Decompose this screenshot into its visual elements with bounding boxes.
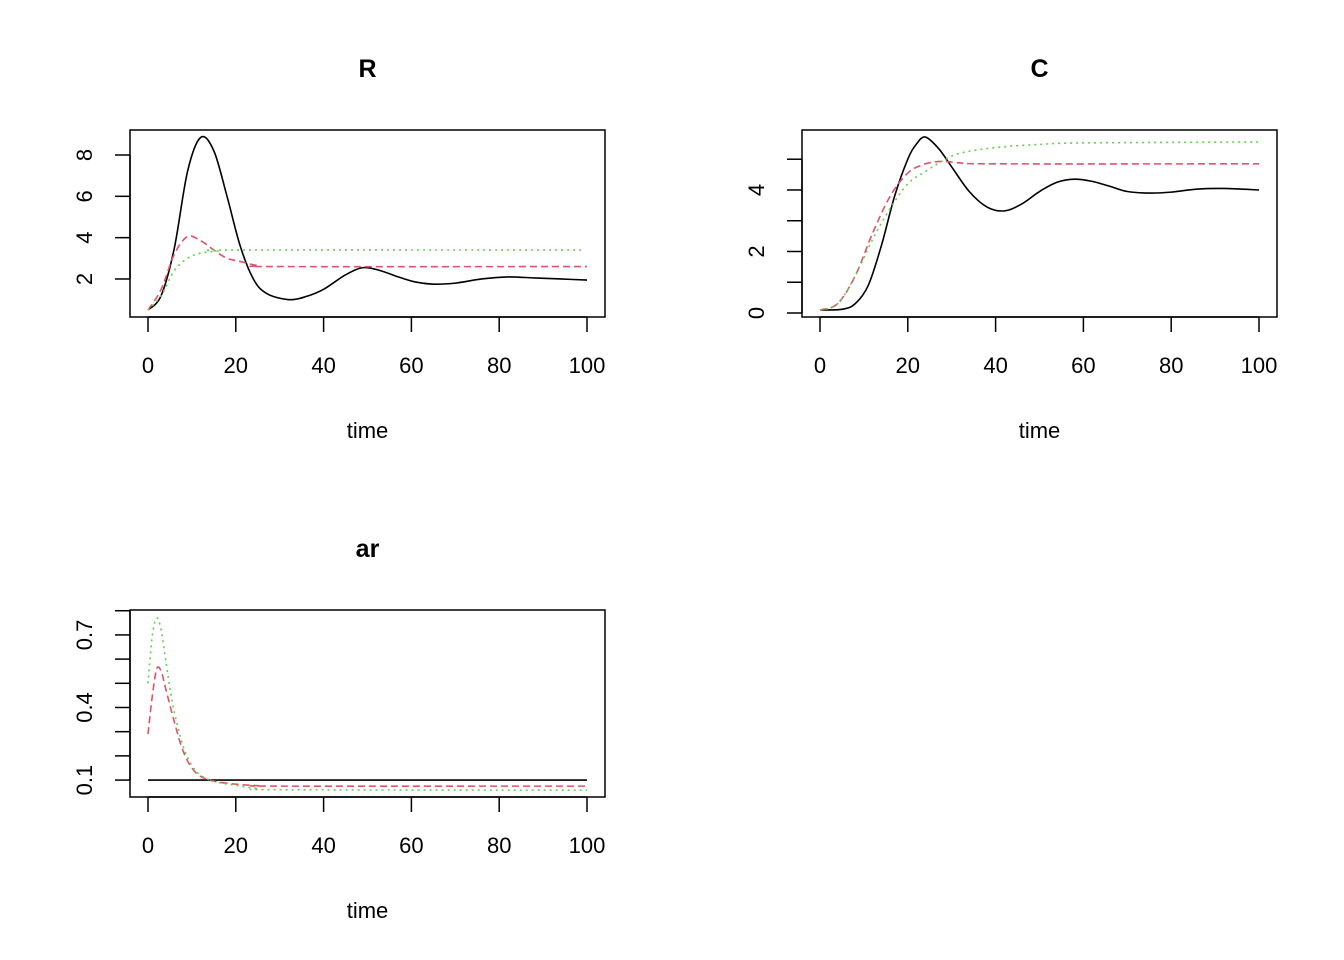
panel-title: C [1030,55,1048,83]
panel-ar: ar time 0 20 40 60 80 100 0.1 0.4 0.7 [72,535,606,923]
x-axis-label: time [347,418,389,443]
x-tick-label: 40 [311,833,335,858]
y-tick-label: 0.1 [72,765,97,796]
x-tick-label: 60 [399,353,423,378]
series-line-2 [147,235,588,311]
y-tick-label: 2 [744,245,769,257]
panel-title: ar [356,535,380,563]
y-tick-label: 2 [72,273,97,285]
x-tick-label: 20 [224,833,248,858]
x-axis-label: time [1019,418,1061,443]
plot-box [129,609,606,798]
x-tick-label: 20 [896,353,920,378]
x-tick-label: 0 [142,353,154,378]
x-tick-label: 60 [399,833,423,858]
series-line-1 [819,136,1260,311]
plot-box [129,129,606,318]
series-line-3 [147,617,588,792]
y-tick-label: 0.4 [72,692,97,723]
y-tick-label: 4 [72,232,97,244]
plot-box [801,129,1278,318]
x-tick-label: 40 [983,353,1007,378]
x-tick-label: 80 [487,833,511,858]
x-axis-label: time [347,898,389,923]
y-tick-label: 8 [72,149,97,161]
x-tick-label: 40 [311,353,335,378]
panel-title: R [358,55,376,83]
y-tick-label: 0.7 [72,620,97,651]
x-tick-label: 100 [569,833,606,858]
y-tick-label: 4 [744,184,769,196]
x-tick-label: 80 [1159,353,1183,378]
x-tick-label: 60 [1071,353,1095,378]
series-line-3 [147,249,583,311]
series-line-1 [147,135,588,311]
x-tick-label: 20 [224,353,248,378]
y-tick-label: 0 [744,307,769,319]
x-tick-label: 0 [814,353,826,378]
x-tick-label: 0 [142,833,154,858]
x-tick-label: 80 [487,353,511,378]
series-line-2 [819,160,1260,311]
series-line-2 [147,666,588,787]
y-tick-label: 6 [72,190,97,202]
x-tick-label: 100 [1241,353,1278,378]
x-tick-label: 100 [569,353,606,378]
series-line-3 [819,141,1260,311]
